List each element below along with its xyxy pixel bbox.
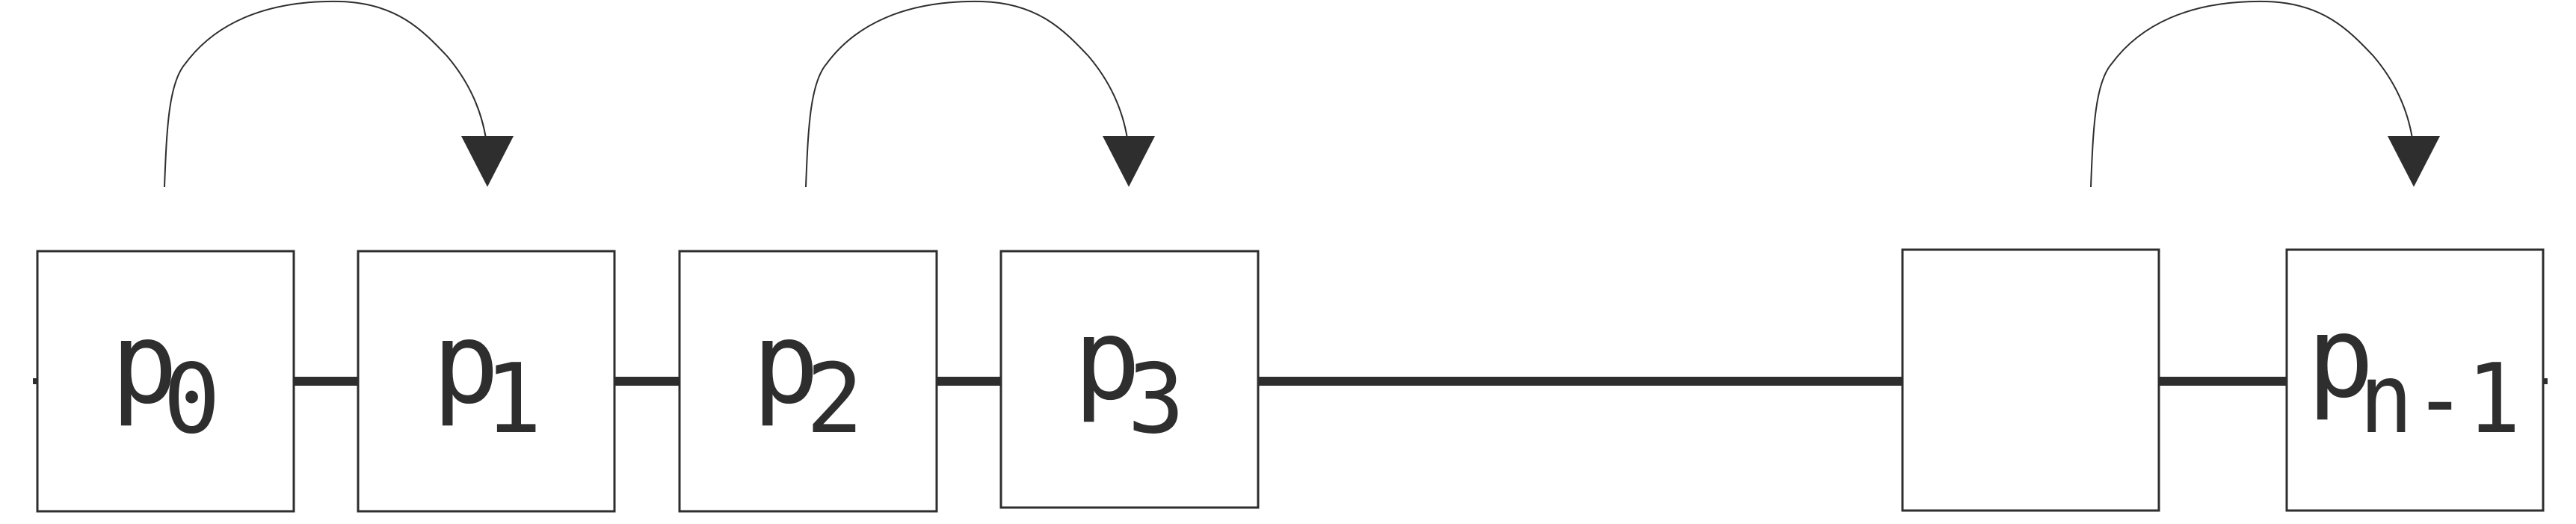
process-box-p3[interactable] (999, 250, 1260, 509)
process-box-blank[interactable] (1901, 248, 2160, 512)
process-box-pn1[interactable] (2285, 248, 2545, 512)
node-label-pn1: p n-1 (2307, 293, 2521, 455)
curved-arrow-stroke (2090, 0, 2413, 188)
curved-arrow-blank-pn1 (2090, 0, 2440, 188)
process-boxes (36, 248, 2545, 513)
arrowhead-icon (1103, 136, 1155, 187)
node-label-p3: p 3 (1073, 295, 1185, 455)
curved-arrow-stroke (164, 0, 487, 188)
node-label-base: p (2307, 293, 2374, 423)
node-label-subscript: 2 (806, 344, 863, 455)
arrowhead-icon (461, 136, 514, 187)
node-label-base: p (1073, 295, 1141, 425)
node-label-base: p (432, 299, 499, 429)
node-label-subscript: 3 (1127, 344, 1185, 455)
node-label-subscript: 1 (484, 344, 542, 455)
process-box-p0[interactable] (36, 250, 295, 513)
curved-arrow-p0-p1 (164, 0, 514, 188)
node-label-subscript: n-1 (2359, 344, 2521, 455)
node-label-p0: p 0 (111, 299, 221, 455)
curved-arrow-stroke (805, 0, 1128, 188)
node-label-p1: p 1 (432, 299, 542, 455)
process-box-p1[interactable] (357, 250, 616, 513)
process-box-p2[interactable] (678, 250, 938, 513)
curved-arrow-p2-p3 (805, 0, 1155, 188)
node-label-subscript: 0 (163, 344, 221, 455)
node-label-base: p (752, 299, 819, 429)
node-label-p2: p 2 (752, 299, 863, 455)
node-label-base: p (111, 299, 178, 429)
arrowhead-icon (2388, 136, 2440, 187)
